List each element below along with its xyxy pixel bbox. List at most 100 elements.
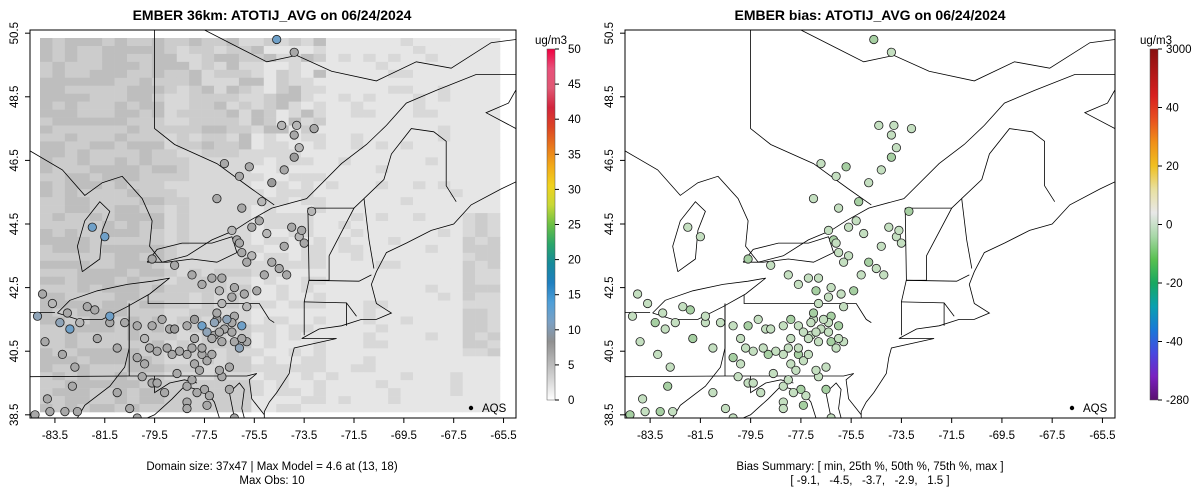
grid-cell xyxy=(64,300,78,309)
grid-cell xyxy=(89,125,103,134)
grid-cell xyxy=(276,173,289,182)
grid-cell xyxy=(127,165,140,174)
station-point xyxy=(811,286,821,296)
grid-cell xyxy=(363,340,376,349)
station-point xyxy=(851,216,861,226)
grid-cell xyxy=(263,356,277,365)
grid-cell xyxy=(475,260,488,270)
grid-cell xyxy=(176,205,190,214)
grid-cell xyxy=(462,388,476,397)
grid-cell xyxy=(400,364,414,373)
grid-cell xyxy=(139,93,153,102)
grid-cell xyxy=(450,308,463,317)
grid-cell xyxy=(114,77,128,87)
grid-cell xyxy=(77,101,91,110)
grid-cell xyxy=(127,197,140,206)
grid-cell xyxy=(263,149,277,158)
grid-cell xyxy=(288,364,302,373)
grid-cell xyxy=(338,332,352,341)
grid-cell xyxy=(487,364,501,373)
grid-cell xyxy=(375,157,389,166)
grid-cell xyxy=(114,93,128,102)
grid-cell xyxy=(164,157,178,166)
grid-cell xyxy=(388,197,401,206)
grid-cell xyxy=(301,364,314,373)
grid-cell xyxy=(288,205,302,214)
grid-cell xyxy=(437,45,451,55)
station-point xyxy=(100,232,110,242)
grid-cell xyxy=(425,181,439,190)
grid-cell xyxy=(127,396,140,405)
grid-cell xyxy=(462,276,476,285)
grid-cell xyxy=(388,141,401,150)
grid-cell xyxy=(226,380,240,389)
colorbar-tick-label: 30 xyxy=(568,184,581,196)
map-boundary-line xyxy=(30,74,516,263)
grid-cell xyxy=(189,228,202,238)
grid-cell xyxy=(288,260,302,270)
station-point xyxy=(879,270,889,280)
grid-cell xyxy=(201,228,215,238)
grid-cell xyxy=(338,77,352,87)
grid-cell xyxy=(400,356,414,365)
grid-cell xyxy=(450,157,463,166)
grid-cell xyxy=(425,205,439,214)
grid-cell xyxy=(462,173,476,182)
x-tick-label: -75.5 xyxy=(241,430,267,442)
grid-cell xyxy=(214,133,227,142)
station-point xyxy=(222,314,232,324)
grid-cell xyxy=(139,117,153,126)
grid-cell xyxy=(412,292,426,301)
station-point xyxy=(224,384,234,394)
grid-cell xyxy=(189,197,202,206)
grid-cell xyxy=(263,364,277,373)
grid-cell xyxy=(139,324,153,333)
grid-cell xyxy=(363,324,376,333)
grid-cell xyxy=(288,85,302,94)
grid-cell xyxy=(127,276,140,285)
grid-cell xyxy=(127,77,140,87)
grid-cell xyxy=(40,348,53,357)
grid-cell xyxy=(52,189,66,198)
grid-cell xyxy=(139,388,153,397)
grid-cell xyxy=(214,252,227,262)
grid-cell xyxy=(139,252,153,262)
grid-cell xyxy=(288,213,302,222)
grid-cell xyxy=(263,308,277,317)
grid-cell xyxy=(40,85,53,94)
grid-cell xyxy=(487,340,501,349)
grid-cell xyxy=(437,348,451,357)
grid-cell xyxy=(114,244,128,254)
grid-cell xyxy=(288,38,302,47)
left-basemap xyxy=(30,30,516,418)
grid-cell xyxy=(462,292,476,301)
grid-cell xyxy=(40,404,53,413)
grid-cell xyxy=(437,213,451,222)
grid-cell xyxy=(450,340,463,349)
grid-cell xyxy=(388,133,401,142)
grid-cell xyxy=(412,348,426,357)
grid-cell xyxy=(388,324,401,333)
grid-cell xyxy=(338,340,352,349)
grid-cell xyxy=(313,101,327,110)
grid-cell xyxy=(487,276,501,285)
station-point xyxy=(906,124,917,134)
grid-cell xyxy=(40,69,53,79)
grid-cell xyxy=(437,380,451,389)
grid-cell xyxy=(487,324,501,333)
station-point xyxy=(239,289,249,299)
grid-cell xyxy=(238,228,252,238)
grid-cell xyxy=(375,38,389,47)
grid-cell xyxy=(462,149,476,158)
grid-cell xyxy=(487,133,501,142)
grid-cell xyxy=(338,228,352,238)
grid-cell xyxy=(475,404,488,413)
grid-cell xyxy=(263,141,277,150)
grid-cell xyxy=(52,61,66,71)
grid-cell xyxy=(263,69,277,79)
grid-cell xyxy=(77,324,91,333)
grid-cell xyxy=(189,45,202,55)
grid-cell xyxy=(462,252,476,262)
grid-cell xyxy=(52,53,66,63)
grid-cell xyxy=(89,316,103,325)
